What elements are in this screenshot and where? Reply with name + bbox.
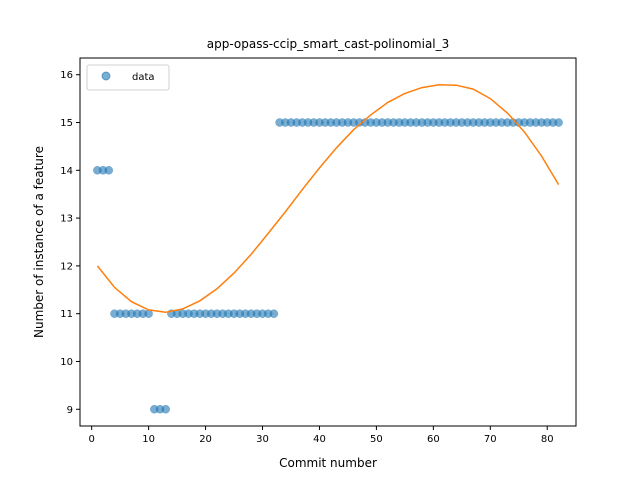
fit-line	[96, 84, 560, 314]
data-point	[554, 118, 563, 127]
y-axis-label: Number of instance of a feature	[32, 146, 46, 338]
chart-title: app-opass-ccip_smart_cast-polinomial_3	[207, 37, 450, 51]
y-tick-label: 10	[60, 357, 73, 368]
x-axis-label: Commit number	[279, 456, 377, 470]
data-point	[161, 405, 170, 414]
x-tick-label: 30	[256, 434, 269, 445]
x-tick-label: 0	[88, 434, 94, 445]
x-tick-label: 60	[427, 434, 440, 445]
legend: data	[86, 64, 170, 91]
y-tick-label: 16	[60, 70, 73, 81]
y-tick-label: 14	[60, 166, 73, 177]
x-tick-label: 50	[370, 434, 383, 445]
x-axis: 0 10 20 30 40 50 60 70 80	[88, 426, 554, 445]
data-point	[269, 309, 279, 318]
plot-area	[93, 84, 563, 414]
legend-marker-data	[101, 71, 111, 81]
x-tick-label: 10	[142, 434, 155, 445]
legend-entry-data: data	[132, 72, 155, 83]
x-tick-label: 40	[313, 434, 326, 445]
x-tick-label: 20	[199, 434, 212, 445]
legend-box	[86, 64, 170, 91]
y-tick-label: 9	[67, 405, 73, 416]
y-tick-label: 13	[60, 214, 73, 225]
data-point	[104, 166, 114, 175]
x-tick-label: 70	[484, 434, 497, 445]
axes-frame	[79, 57, 577, 427]
y-tick-label: 15	[60, 118, 73, 129]
y-tick-label: 12	[60, 261, 73, 272]
y-tick-label: 11	[60, 309, 73, 320]
x-tick-label: 80	[541, 434, 554, 445]
y-axis: 9 10 11 12 13 14 15 16	[60, 70, 80, 416]
